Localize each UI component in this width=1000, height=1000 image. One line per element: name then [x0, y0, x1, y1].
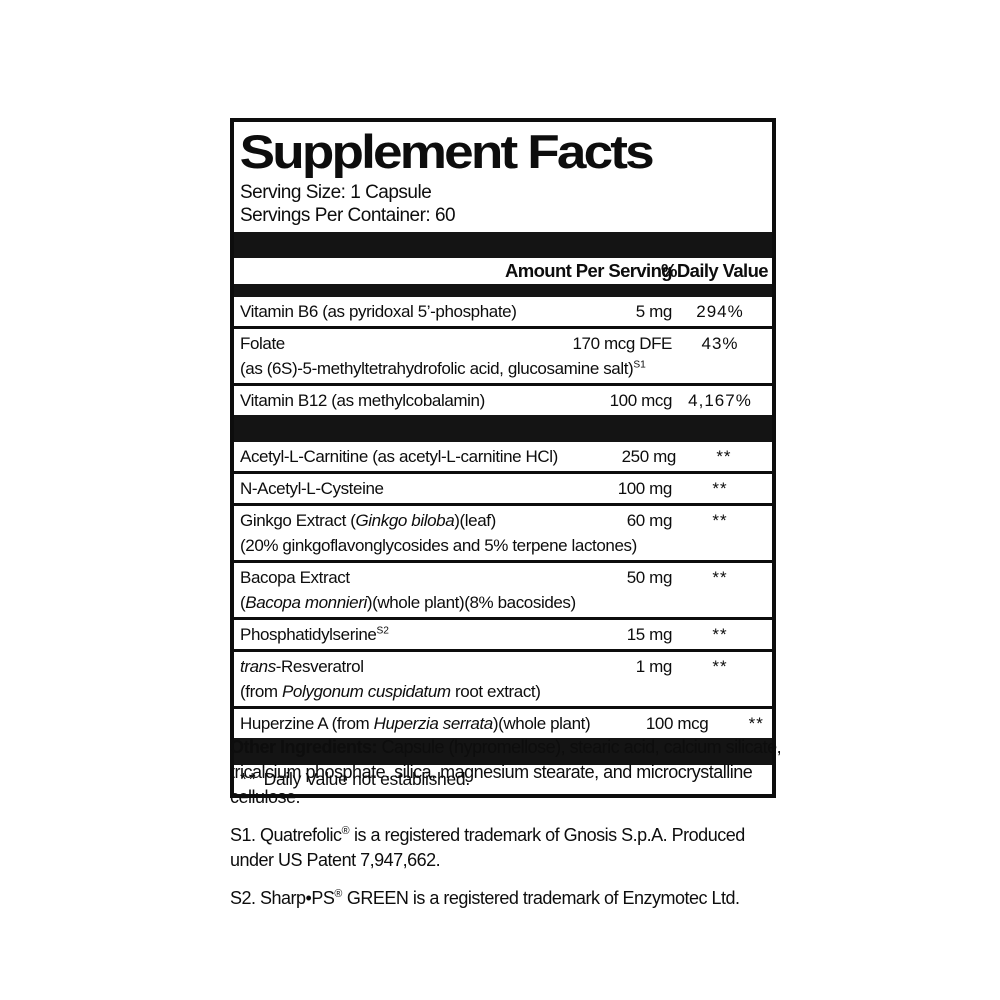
- nutrient-amount: 15 mg: [626, 625, 673, 644]
- footnote-row: ** Daily Value not established.: [234, 765, 772, 794]
- nutrient-amount: 100 mg: [617, 479, 673, 498]
- nutrient-dv: 43%: [701, 334, 739, 353]
- nutrient-name: Vitamin B6 (as pyridoxal 5’-phosphate): [240, 302, 517, 321]
- nutrient-subtext: (20% ginkgoflavonglycosides and 5% terpe…: [240, 536, 637, 555]
- table-row: PhosphatidylserineS2 15 mg **: [234, 617, 772, 649]
- nutrient-amount: 5 mg: [635, 302, 673, 321]
- column-header-row: Amount Per Serving %Daily Value: [234, 258, 772, 284]
- nutrient-amount: 1 mg: [635, 657, 673, 676]
- trademark-note-s1: S1. Quatrefolic® is a registered tradema…: [230, 825, 745, 870]
- table-row: Vitamin B12 (as methylcobalamin) 100 mcg…: [234, 383, 772, 415]
- serving-size: Serving Size: 1 Capsule: [240, 182, 432, 203]
- divider-bar-thin: [234, 284, 772, 297]
- nutrient-dv: 4,167%: [688, 391, 752, 410]
- nutrient-amount: 50 mg: [626, 568, 673, 587]
- other-ingredients-paragraph: Other Ingredients: Capsule (hypromellose…: [230, 737, 782, 807]
- nutrient-name: Vitamin B12 (as methylcobalamin): [240, 391, 485, 410]
- panel-title: Supplement Facts: [239, 125, 655, 178]
- table-row: Acetyl-L-Carnitine (as acetyl-L-carnitin…: [234, 442, 772, 471]
- table-row: Bacopa Extract 50 mg ** (Bacopa monnieri…: [234, 560, 772, 617]
- daily-value-column-header: %Daily Value: [661, 260, 769, 281]
- nutrient-dv: **: [716, 447, 732, 466]
- footnote-symbol: **: [240, 769, 258, 789]
- nutrient-name: trans-Resveratrol: [240, 657, 364, 676]
- table-row: Huperzine A (from Huperzia serrata)(whol…: [234, 706, 772, 738]
- nutrient-amount: 60 mg: [626, 511, 673, 530]
- nutrient-subtext: (as (6S)-5-methyltetrahydrofolic acid, g…: [240, 359, 646, 378]
- nutrient-dv: **: [712, 657, 728, 676]
- nutrient-subtext: (Bacopa monnieri)(whole plant)(8% bacosi…: [240, 593, 576, 612]
- nutrient-name: Acetyl-L-Carnitine (as acetyl-L-carnitin…: [240, 447, 558, 466]
- nutrient-name: Huperzine A (from Huperzia serrata)(whol…: [240, 714, 591, 733]
- table-row: Ginkgo Extract (Ginkgo biloba)(leaf) 60 …: [234, 503, 772, 560]
- nutrient-amount: 250 mg: [621, 447, 677, 466]
- amount-column-header: Amount Per Serving: [504, 260, 673, 281]
- divider-bar-mid: [234, 415, 772, 442]
- nutrient-name: Bacopa Extract: [240, 568, 350, 587]
- nutrient-name: PhosphatidylserineS2: [240, 625, 389, 644]
- nutrient-amount: 170 mcg DFE: [572, 334, 672, 353]
- table-row: trans-Resveratrol 1 mg ** (from Polygonu…: [234, 649, 772, 706]
- table-row: Vitamin B6 (as pyridoxal 5’-phosphate) 5…: [234, 297, 772, 326]
- supplement-facts-panel: Supplement Facts Serving Size: 1 Capsule…: [230, 118, 776, 798]
- footnote-text: Daily Value not established.: [263, 769, 471, 789]
- divider-bar-top: [234, 232, 772, 258]
- nutrient-name: Ginkgo Extract (Ginkgo biloba)(leaf): [240, 511, 496, 530]
- footer-notes: Other Ingredients: Capsule (hypromellose…: [230, 735, 790, 924]
- nutrient-dv: **: [712, 625, 728, 644]
- divider-bar-bottom: [234, 738, 772, 765]
- nutrient-name: Folate: [240, 334, 285, 353]
- nutrient-dv: **: [712, 479, 728, 498]
- nutrient-name: N-Acetyl-L-Cysteine: [240, 479, 384, 498]
- table-row: N-Acetyl-L-Cysteine 100 mg **: [234, 471, 772, 503]
- nutrient-sections: Vitamin B6 (as pyridoxal 5’-phosphate) 5…: [234, 297, 772, 738]
- nutrient-dv: **: [748, 714, 764, 733]
- nutrient-dv: **: [712, 568, 728, 587]
- nutrient-dv: 294%: [696, 302, 744, 321]
- trademark-note-s2: S2. Sharp•PS® GREEN is a registered trad…: [230, 888, 740, 908]
- nutrient-dv: **: [712, 511, 728, 530]
- nutrient-subtext: (from Polygonum cuspidatum root extract): [240, 682, 541, 701]
- servings-per-container: Servings Per Container: 60: [240, 205, 456, 226]
- nutrient-amount: 100 mcg: [609, 391, 673, 410]
- nutrient-amount: 100 mcg: [645, 714, 709, 733]
- table-row: Folate 170 mcg DFE 43% (as (6S)-5-methyl…: [234, 326, 772, 383]
